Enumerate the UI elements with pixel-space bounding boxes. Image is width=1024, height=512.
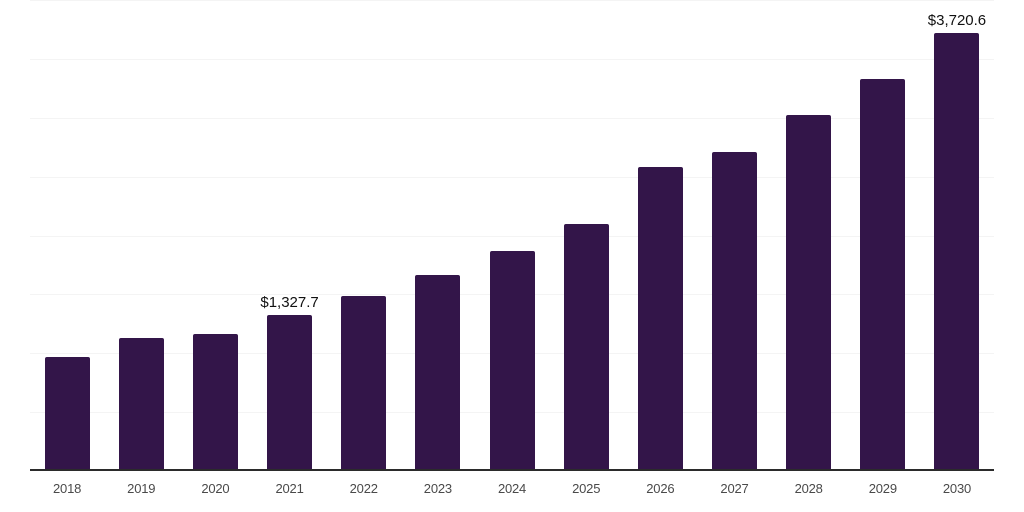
gridline — [30, 235, 994, 237]
plot-area: $1,327.7 $3,720.6 — [30, 0, 994, 471]
x-tick-label-2022: 2022 — [349, 481, 378, 496]
bar-2023 — [415, 274, 461, 471]
bar-column-2025 — [549, 0, 623, 471]
x-tick-label-2028: 2028 — [794, 481, 823, 496]
bar-2019 — [118, 338, 164, 471]
data-label-2021: $1,327.7 — [260, 293, 319, 311]
bar-column-2021: $1,327.7 — [252, 0, 326, 471]
bar-2020 — [192, 334, 238, 471]
x-tick-label-2027: 2027 — [720, 481, 749, 496]
bar-2030 — [934, 32, 980, 471]
bar-column-2026 — [623, 0, 697, 471]
x-tick-label-2018: 2018 — [53, 481, 82, 496]
bar-2028 — [786, 115, 832, 471]
bar-column-2030: $3,720.6 — [920, 0, 994, 471]
x-tick-label-2021: 2021 — [275, 481, 304, 496]
bar-2027 — [711, 151, 757, 471]
x-axis-line — [30, 469, 994, 471]
x-tick-label-2020: 2020 — [201, 481, 230, 496]
x-tick-label-2026: 2026 — [646, 481, 675, 496]
x-axis-labels: 2018 2019 2020 2021 2022 2023 2024 2025 2026 2027… — [30, 479, 994, 499]
bar-column-2024 — [475, 0, 549, 471]
bar-2025 — [563, 224, 609, 471]
gridline — [30, 117, 994, 119]
bar-2021 — [267, 314, 313, 471]
bar-column-2018 — [30, 0, 104, 471]
x-tick-label-2024: 2024 — [497, 481, 527, 496]
bar-2024 — [489, 251, 535, 471]
data-label-2030: $3,720.6 — [927, 11, 987, 29]
bar-column-2029 — [846, 0, 920, 471]
bar-column-2023 — [401, 0, 475, 471]
x-tick-label-2025: 2025 — [572, 481, 601, 496]
bar-2026 — [637, 167, 683, 471]
bar-2029 — [860, 79, 906, 471]
gridline — [30, 0, 994, 1]
bar-column-2019 — [104, 0, 178, 471]
x-tick-label-2019: 2019 — [127, 481, 156, 496]
bars: $1,327.7 $3,720.6 — [30, 0, 994, 471]
bar-column-2020 — [178, 0, 252, 471]
bar-column-2027 — [697, 0, 771, 471]
x-tick-label-2030: 2030 — [942, 481, 972, 496]
bar-2018 — [44, 357, 90, 471]
bar-column-2022 — [327, 0, 401, 471]
x-tick-label-2029: 2029 — [868, 481, 897, 496]
x-tick-label-2023: 2023 — [423, 481, 452, 496]
gridline — [30, 58, 994, 60]
bar-column-2028 — [772, 0, 846, 471]
gridline — [30, 176, 994, 178]
bar-2022 — [341, 295, 387, 471]
